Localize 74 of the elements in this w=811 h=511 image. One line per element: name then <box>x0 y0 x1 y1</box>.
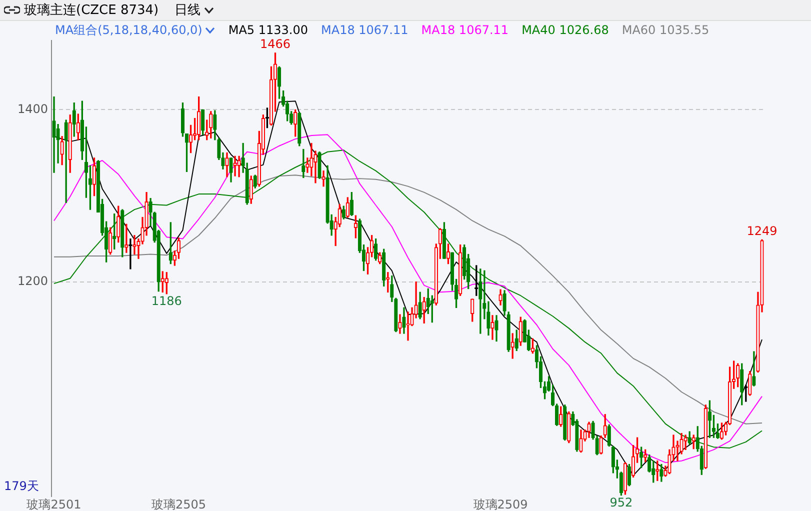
candlestick <box>390 275 394 302</box>
candlestick <box>607 424 611 447</box>
candlestick <box>120 209 124 258</box>
legend-label: MA18 1067.11 <box>321 23 408 37</box>
candlestick <box>249 176 253 204</box>
candlestick <box>458 244 462 296</box>
candlestick <box>567 411 571 444</box>
candlestick <box>92 158 96 196</box>
candlestick <box>196 96 201 140</box>
candlestick <box>298 112 302 146</box>
candlestick <box>116 206 120 243</box>
candlestick <box>237 156 241 178</box>
candlestick <box>470 298 474 322</box>
candlestick <box>752 351 756 386</box>
y-tick-label: 1400 <box>17 102 48 116</box>
chart-subtitle: 日线 <box>174 2 201 19</box>
x-tick-label: 玻璃2501 <box>26 497 82 511</box>
candlestick <box>350 192 354 216</box>
candlestick <box>76 114 80 140</box>
candlestick <box>60 136 64 166</box>
candlestick <box>52 96 56 173</box>
candlestick <box>354 215 358 238</box>
candlestick <box>518 316 522 346</box>
candlestick <box>623 462 628 495</box>
candlestick <box>478 268 482 334</box>
annotation: 1186 <box>151 294 182 308</box>
legend-title: MA组合(5,18,18,40,60,0) <box>55 22 202 38</box>
text: MA40 1026.68 <box>522 23 609 37</box>
candlestick <box>579 430 583 453</box>
candlestick <box>209 111 213 138</box>
candlestick <box>225 152 229 178</box>
candlestick <box>253 174 257 188</box>
candlestick <box>418 292 422 320</box>
candlestick <box>68 114 72 173</box>
candlestick <box>398 314 402 334</box>
candlestick <box>406 312 410 341</box>
candlestick <box>342 206 346 220</box>
candlestick <box>603 414 607 438</box>
candlestick <box>382 248 386 286</box>
candlestick <box>132 235 136 255</box>
candlestick <box>168 222 172 264</box>
candlestick <box>394 298 398 332</box>
candlestick <box>740 363 744 406</box>
candlestick <box>306 158 310 173</box>
candlestick <box>704 404 708 469</box>
candlestick <box>346 197 350 218</box>
annotation: 952 <box>610 495 633 510</box>
candlestick <box>374 238 378 261</box>
candlestick <box>736 363 740 388</box>
text: MA5 1133.00 <box>228 23 308 37</box>
candlestick <box>490 315 494 340</box>
candlestick <box>498 289 502 306</box>
chart-title: 玻璃主连(CZCE 8734) <box>24 2 159 19</box>
candlestick <box>108 227 112 255</box>
candlestick <box>64 120 68 203</box>
candlestick <box>559 406 563 427</box>
text: MA60 1035.55 <box>622 23 710 37</box>
candlestick <box>442 222 446 259</box>
candlestick <box>164 272 168 294</box>
candlestick <box>322 170 326 187</box>
candlestick <box>229 158 233 182</box>
annotation: 1249 <box>746 224 778 238</box>
candlestick <box>748 371 752 396</box>
y-tick-label: 1200 <box>17 274 48 288</box>
candlestick <box>213 110 217 140</box>
candlestick <box>627 464 632 486</box>
candlestick <box>587 422 591 438</box>
text: 179天 <box>4 478 39 495</box>
x-tick-label: 玻璃2509 <box>473 497 528 511</box>
text: MA18 1067.11 <box>421 23 509 37</box>
annotation: 1466 <box>260 37 291 52</box>
candlestick <box>128 238 132 270</box>
x-tick-label: 玻璃2505 <box>151 497 206 511</box>
candlestick <box>233 156 237 176</box>
